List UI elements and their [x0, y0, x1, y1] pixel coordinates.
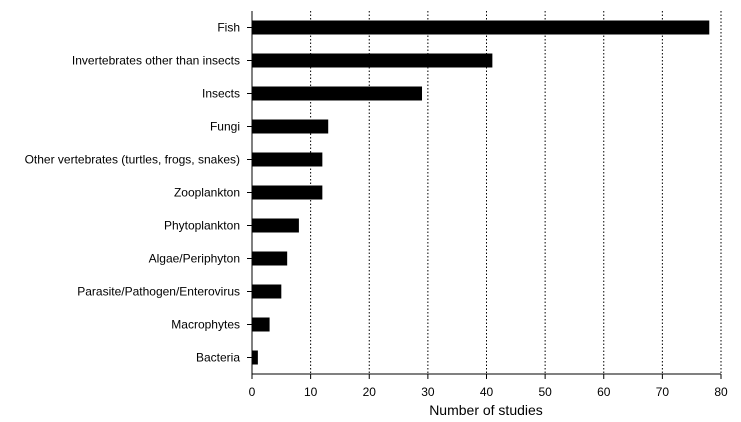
bar	[252, 20, 710, 35]
x-tick-labels: 0 10 20 30 40 50 60 70 80	[249, 374, 728, 399]
category-label: Insects	[202, 87, 240, 101]
x-tick-label: 50	[538, 385, 552, 399]
category-label: Bacteria	[196, 351, 240, 365]
x-tick-label: 0	[249, 385, 256, 399]
x-tick-label: 30	[421, 385, 435, 399]
bar	[252, 251, 288, 266]
category-label: Phytoplankton	[164, 219, 240, 233]
bar	[252, 284, 282, 299]
x-tick-label: 20	[363, 385, 377, 399]
category-label: Parasite/Pathogen/Enterovirus	[77, 285, 240, 299]
category-label: Fish	[217, 21, 240, 35]
category-label: Invertebrates other than insects	[72, 54, 240, 68]
category-label: Fungi	[210, 120, 240, 134]
bar	[252, 185, 323, 200]
category-labels: Fish Invertebrates other than insects Inse…	[25, 21, 252, 365]
bar	[252, 53, 493, 68]
bar	[252, 152, 323, 167]
bar	[252, 317, 270, 332]
grid-lines	[310, 11, 722, 374]
category-label: Macrophytes	[171, 318, 240, 332]
x-tick-label: 80	[714, 385, 728, 399]
bar	[252, 350, 258, 365]
x-tick-label: 10	[304, 385, 318, 399]
x-tick-label: 40	[480, 385, 494, 399]
x-tick-label: 60	[597, 385, 611, 399]
category-label: Algae/Periphyton	[149, 252, 240, 266]
category-label: Zooplankton	[174, 186, 240, 200]
x-tick-label: 70	[656, 385, 670, 399]
bars	[252, 20, 710, 365]
bar	[252, 86, 423, 101]
x-axis-title: Number of studies	[429, 402, 543, 418]
bar	[252, 119, 329, 134]
bar	[252, 218, 299, 233]
category-label: Other vertebrates (turtles, frogs, snake…	[25, 153, 240, 167]
